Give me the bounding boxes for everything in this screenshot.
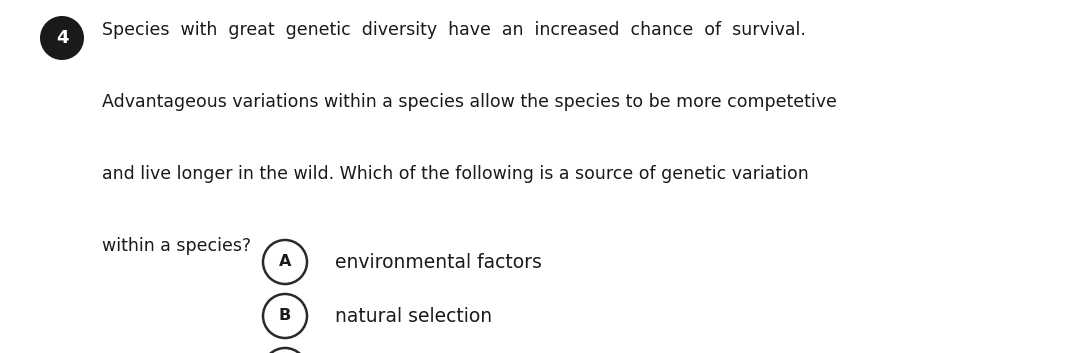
Circle shape [264, 240, 307, 284]
Circle shape [264, 348, 307, 353]
Text: Advantageous variations within a species allow the species to be more competetiv: Advantageous variations within a species… [102, 93, 836, 111]
Text: and live longer in the wild. Which of the following is a source of genetic varia: and live longer in the wild. Which of th… [102, 165, 809, 183]
Text: 4: 4 [56, 29, 69, 47]
Circle shape [264, 294, 307, 338]
Circle shape [40, 16, 84, 60]
Text: within a species?: within a species? [102, 237, 252, 255]
Text: A: A [279, 255, 291, 269]
Text: natural selection: natural selection [335, 306, 492, 325]
Text: Species  with  great  genetic  diversity  have  an  increased  chance  of  survi: Species with great genetic diversity hav… [102, 21, 806, 39]
Text: B: B [279, 309, 291, 323]
Text: environmental factors: environmental factors [335, 252, 542, 271]
